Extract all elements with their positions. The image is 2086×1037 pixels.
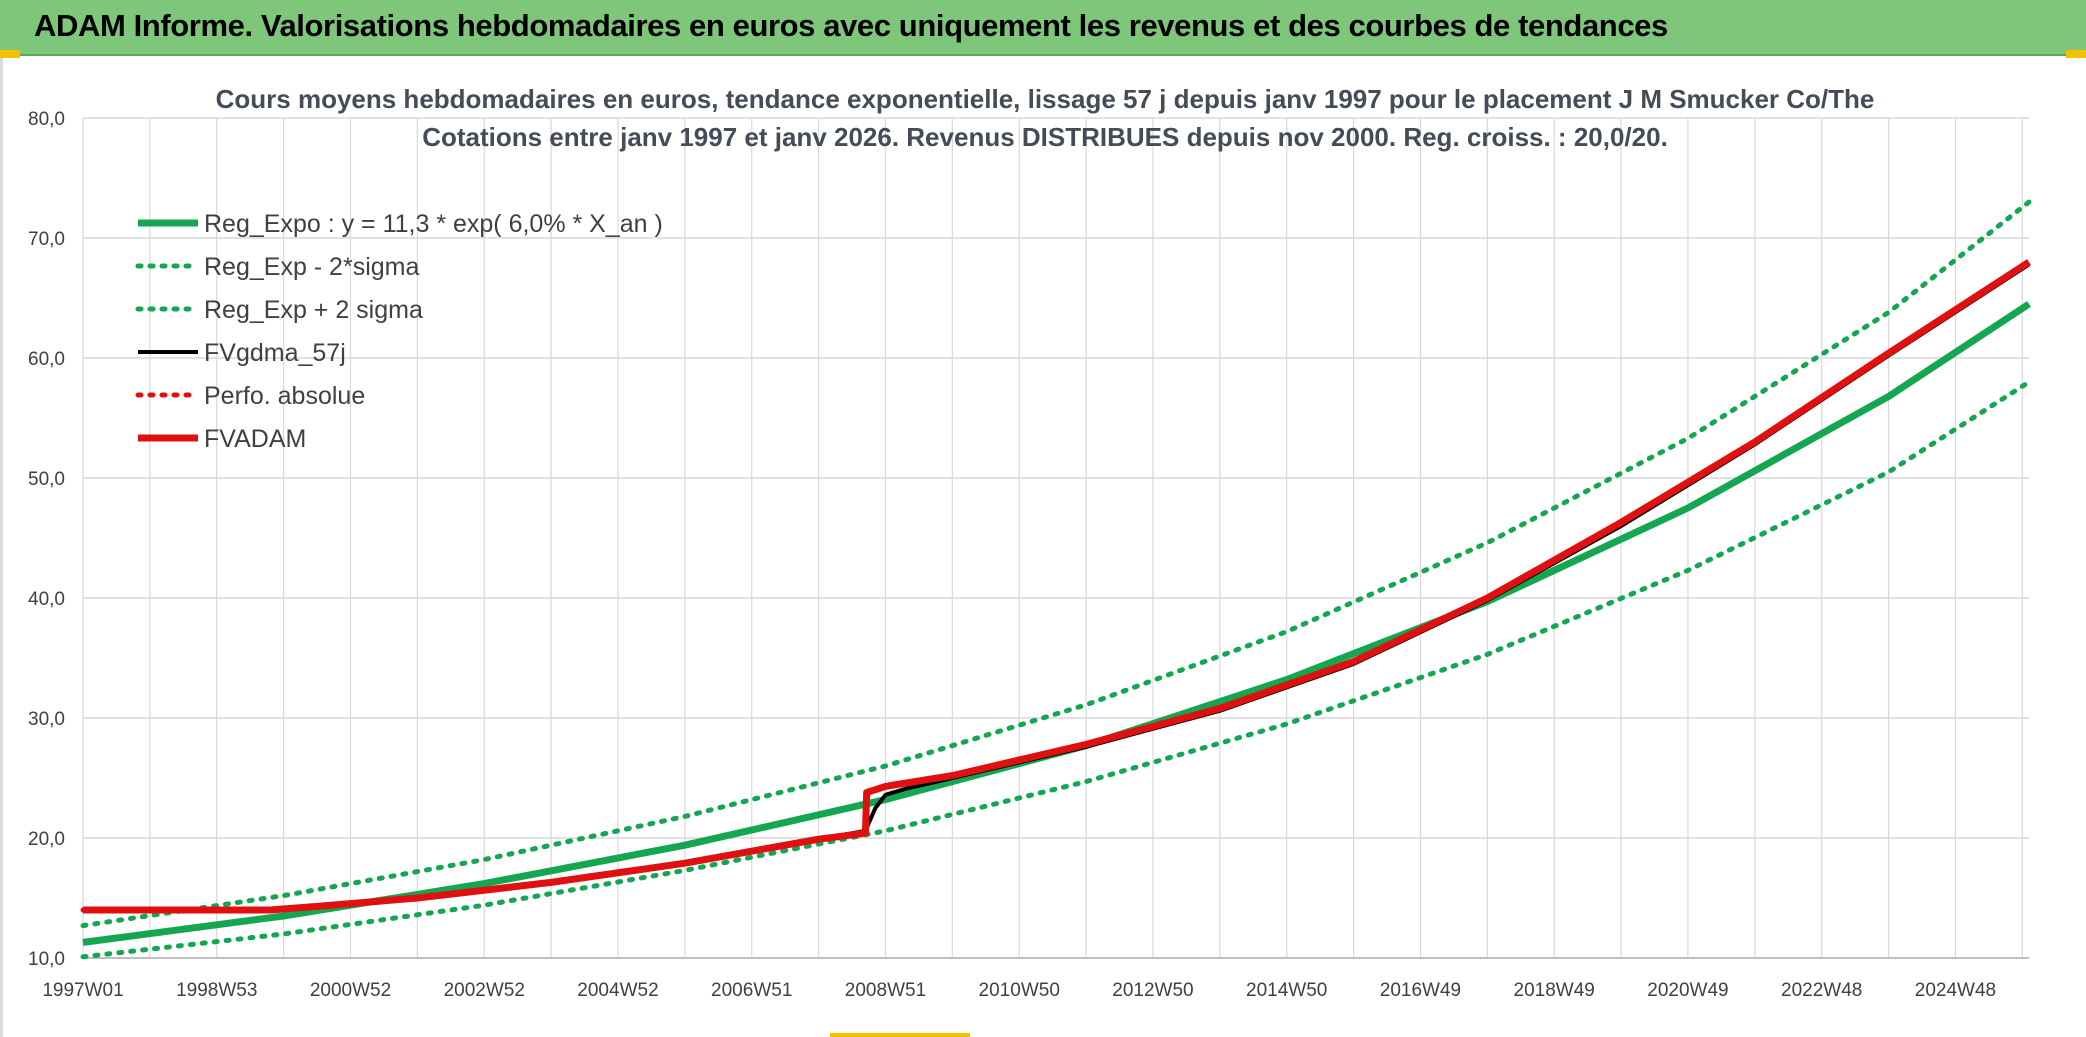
y-tick-label: 20,0 — [28, 829, 65, 850]
series-line — [83, 259, 2031, 914]
y-tick-label: 50,0 — [28, 469, 65, 490]
y-axis-ticks: 10,0 20,0 30,0 40,0 50,0 60,0 70,0 80,0 — [28, 109, 65, 970]
x-tick-label: 2022W48 — [1781, 980, 1862, 1001]
x-tick-label: 2020W49 — [1647, 980, 1728, 1001]
legend-label: Reg_Expo : y = 11,3 * exp( 6,0% * X_an ) — [204, 210, 663, 238]
x-tick-label: 2014W50 — [1246, 980, 1327, 1001]
x-tick-label: 2024W48 — [1915, 980, 1996, 1001]
x-tick-label: 2008W51 — [845, 980, 926, 1001]
report-title: ADAM Informe. Valorisations hebdomadaire… — [34, 8, 1668, 43]
gridlines — [82, 117, 2029, 959]
x-tick-label: 2012W50 — [1112, 980, 1193, 1001]
x-tick-label: 2018W49 — [1514, 980, 1595, 1001]
series-line — [80, 199, 2032, 929]
legend-label: FVgdma_57j — [204, 339, 346, 367]
y-tick-label: 40,0 — [28, 589, 65, 610]
chart-area: Cours moyens hebdomadaires en euros, ten… — [0, 58, 2086, 1037]
chart-title-line-1: Cours moyens hebdomadaires en euros, ten… — [216, 84, 1875, 114]
x-tick-label: 2010W50 — [979, 980, 1060, 1001]
line-chart: Cours moyens hebdomadaires en euros, ten… — [28, 84, 2032, 1001]
y-tick-label: 70,0 — [28, 229, 65, 250]
legend: Reg_Expo : y = 11,3 * exp( 6,0% * X_an )… — [135, 210, 663, 453]
x-tick-label: 2000W52 — [310, 980, 391, 1001]
x-tick-label: 2006W51 — [711, 980, 792, 1001]
series-line — [80, 379, 2032, 960]
series-line — [82, 301, 2031, 946]
legend-label: Reg_Exp - 2*sigma — [204, 253, 419, 281]
y-tick-label: 30,0 — [28, 709, 65, 730]
series-line — [80, 259, 2032, 913]
chart-title-line-2: Cotations entre janv 1997 et janv 2026. … — [422, 122, 1668, 152]
x-tick-label: 2004W52 — [577, 980, 658, 1001]
x-tick-label: 2002W52 — [444, 980, 525, 1001]
x-tick-label: 1997W01 — [42, 980, 123, 1001]
legend-label: Perfo. absolue — [204, 382, 365, 410]
bottom-marker — [830, 1033, 970, 1037]
y-tick-label: 10,0 — [28, 949, 65, 970]
x-tick-label: 2016W49 — [1380, 980, 1461, 1001]
y-tick-label: 80,0 — [28, 109, 65, 130]
corner-marker-left — [0, 50, 20, 58]
x-axis-ticks: 1997W01 1998W53 2000W52 2002W52 2004W52 2006W… — [42, 980, 1996, 1001]
series-lines — [80, 199, 2032, 960]
legend-label: FVADAM — [204, 425, 306, 453]
y-tick-label: 60,0 — [28, 349, 65, 370]
x-tick-label: 1998W53 — [176, 980, 257, 1001]
series-line — [83, 262, 2031, 912]
header-bar: ADAM Informe. Valorisations hebdomadaire… — [0, 0, 2086, 56]
legend-label: Reg_Exp + 2 sigma — [204, 296, 423, 324]
corner-marker-right — [2066, 50, 2086, 58]
